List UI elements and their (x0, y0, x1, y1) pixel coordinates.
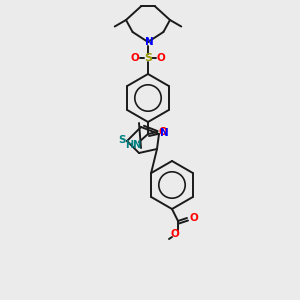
Text: O: O (130, 53, 140, 63)
Text: S: S (144, 53, 152, 63)
Text: N: N (145, 37, 153, 47)
Text: O: O (157, 53, 165, 63)
Text: O: O (159, 127, 167, 137)
Text: O: O (190, 213, 198, 223)
Text: S: S (118, 135, 126, 145)
Text: O: O (171, 229, 179, 239)
Text: N: N (160, 128, 168, 138)
Text: HN: HN (125, 140, 141, 150)
